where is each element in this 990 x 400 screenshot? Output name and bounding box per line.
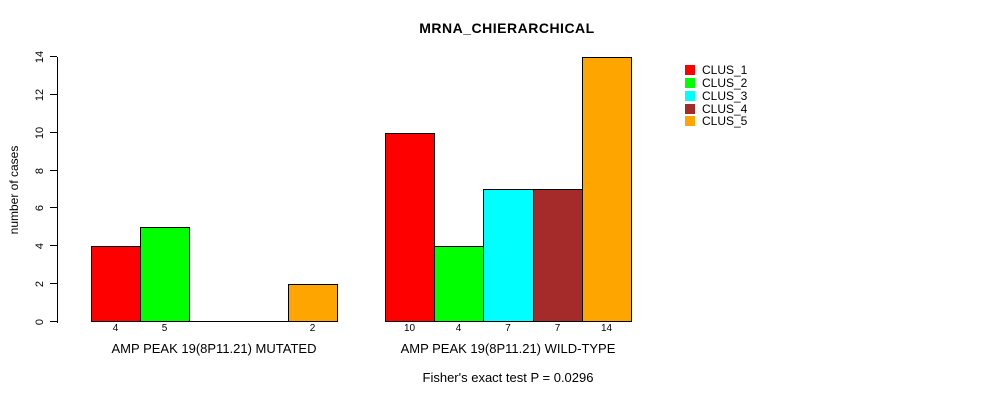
bar-clus_2 <box>434 246 484 322</box>
y-axis-tick-label: 10 <box>34 126 46 139</box>
legend-label: CLUS_1 <box>702 63 748 78</box>
legend-item-clus_5: CLUS_5 <box>685 115 747 128</box>
y-axis-tick <box>50 321 57 322</box>
bar-clus_1 <box>385 133 435 322</box>
y-axis-tick-label: 4 <box>34 243 46 250</box>
legend-swatch-icon <box>685 116 695 127</box>
bar-value-label: 7 <box>505 323 511 334</box>
y-axis-tick <box>50 245 57 246</box>
y-axis-tick-label: 14 <box>34 50 46 64</box>
chart-title: MRNA_CHIERARCHICAL <box>419 20 595 36</box>
bar-clus_2 <box>140 227 190 322</box>
y-axis-tick-label: 6 <box>34 205 46 212</box>
legend-item-clus_1: CLUS_1 <box>685 64 747 77</box>
legend-label: CLUS_2 <box>702 76 748 91</box>
bar-value-label: 10 <box>403 323 416 334</box>
legend-label: CLUS_3 <box>702 88 748 103</box>
y-axis-tick <box>50 132 57 133</box>
legend-label: CLUS_4 <box>702 101 748 116</box>
legend-item-clus_3: CLUS_3 <box>685 90 747 103</box>
bar-value-label: 2 <box>309 323 316 334</box>
legend: CLUS_1 CLUS_2 CLUS_3 CLUS_4 CLUS_5 <box>685 64 747 128</box>
legend-item-clus_2: CLUS_2 <box>685 77 747 90</box>
y-axis-tick <box>50 56 57 57</box>
bar-value-label: 5 <box>161 323 168 334</box>
legend-swatch-icon <box>685 103 695 114</box>
bar-clus_3-zero <box>189 321 240 322</box>
bar-value-label: 4 <box>455 323 462 334</box>
y-axis-tick <box>50 283 57 284</box>
bar-value-label: 7 <box>554 323 561 334</box>
bar-value-label: 14 <box>600 323 613 334</box>
bar-clus_4 <box>533 189 583 322</box>
bar-clus_5 <box>288 284 338 322</box>
group-label: AMP PEAK 19(8P11.21) WILD-TYPE <box>400 341 616 356</box>
y-axis-tick <box>50 207 57 208</box>
bar-clus_5 <box>582 57 632 322</box>
bar-clus_3 <box>483 189 534 322</box>
y-axis-tick-label: 12 <box>34 88 46 101</box>
bar-clus_1 <box>91 246 141 322</box>
group-label: AMP PEAK 19(8P11.21) MUTATED <box>111 341 317 356</box>
footnote: Fisher's exact test P = 0.0296 <box>422 370 594 385</box>
bar-value-label: 4 <box>112 323 119 334</box>
legend-label: CLUS_5 <box>702 114 748 129</box>
y-axis-tick-label: 8 <box>34 167 46 174</box>
y-axis-tick <box>50 94 57 95</box>
y-axis-tick-label: 0 <box>34 318 46 326</box>
y-axis-line <box>57 57 58 323</box>
legend-item-clus_4: CLUS_4 <box>685 102 747 115</box>
y-axis-tick-label: 2 <box>34 281 46 288</box>
legend-swatch-icon <box>685 65 695 76</box>
y-axis-tick <box>50 170 57 171</box>
legend-swatch-icon <box>685 90 695 101</box>
legend-swatch-icon <box>685 78 695 89</box>
bar-clus_4-zero <box>239 321 289 322</box>
